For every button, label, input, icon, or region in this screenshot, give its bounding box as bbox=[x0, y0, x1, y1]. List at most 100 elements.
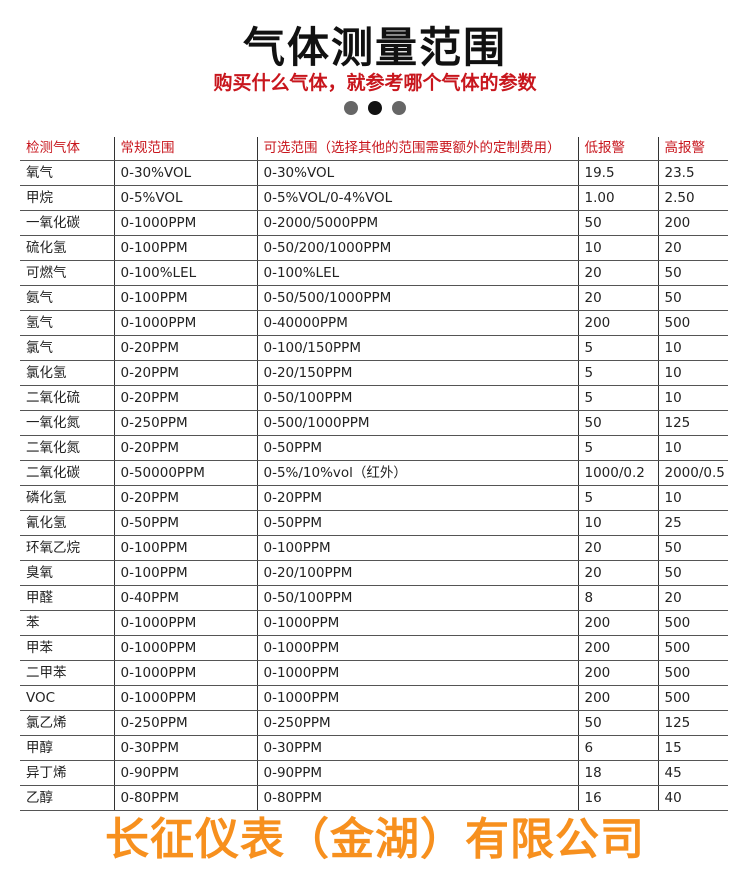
table-row: 甲醛 0-40PPM 0-50/100PPM 8 20 bbox=[20, 585, 728, 611]
cell-standard-range: 0-50000PPM bbox=[113, 460, 257, 486]
cell-low-alarm: 5 bbox=[577, 360, 658, 386]
cell-high-alarm: 500 bbox=[657, 660, 728, 686]
cell-optional-range: 0-100/150PPM bbox=[256, 335, 578, 361]
cell-optional-range: 0-50PPM bbox=[256, 435, 578, 461]
cell-optional-range: 0-80PPM bbox=[256, 785, 578, 811]
cell-gas: 氰化氢 bbox=[20, 510, 114, 536]
cell-high-alarm: 200 bbox=[657, 210, 728, 236]
cell-gas: 甲醛 bbox=[20, 585, 114, 611]
cell-standard-range: 0-250PPM bbox=[113, 410, 257, 436]
cell-gas: 氢气 bbox=[20, 310, 114, 336]
cell-low-alarm: 10 bbox=[577, 235, 658, 261]
cell-optional-range: 0-20/150PPM bbox=[256, 360, 578, 386]
cell-standard-range: 0-80PPM bbox=[113, 785, 257, 811]
table-row: 一氧化氮 0-250PPM 0-500/1000PPM 50 125 bbox=[20, 410, 728, 436]
page-title: 气体测量范围 bbox=[242, 23, 507, 72]
cell-standard-range: 0-100PPM bbox=[113, 285, 257, 311]
cell-optional-range: 0-100PPM bbox=[256, 535, 578, 561]
table-row: 二甲苯 0-1000PPM 0-1000PPM 200 500 bbox=[20, 660, 728, 686]
cell-gas: 氨气 bbox=[20, 285, 114, 311]
cell-low-alarm: 1.00 bbox=[577, 185, 658, 211]
table-row: 甲醇 0-30PPM 0-30PPM 6 15 bbox=[20, 735, 728, 761]
cell-gas: 乙醇 bbox=[20, 785, 114, 811]
table-row: 乙醇 0-80PPM 0-80PPM 16 40 bbox=[20, 785, 728, 811]
cell-standard-range: 0-1000PPM bbox=[113, 685, 257, 711]
cell-optional-range: 0-90PPM bbox=[256, 760, 578, 786]
cell-low-alarm: 20 bbox=[577, 535, 658, 561]
cell-low-alarm: 18 bbox=[577, 760, 658, 786]
carousel-dot-active[interactable] bbox=[368, 101, 382, 115]
cell-high-alarm: 50 bbox=[657, 260, 728, 286]
cell-optional-range: 0-50/100PPM bbox=[256, 385, 578, 411]
cell-gas: 甲苯 bbox=[20, 635, 114, 661]
cell-standard-range: 0-1000PPM bbox=[113, 610, 257, 636]
header-standard-range: 常规范围 bbox=[113, 137, 257, 161]
cell-low-alarm: 20 bbox=[577, 260, 658, 286]
cell-high-alarm: 125 bbox=[657, 410, 728, 436]
cell-optional-range: 0-1000PPM bbox=[256, 660, 578, 686]
cell-low-alarm: 5 bbox=[577, 435, 658, 461]
cell-low-alarm: 6 bbox=[577, 735, 658, 761]
table-row: 臭氧 0-100PPM 0-20/100PPM 20 50 bbox=[20, 560, 728, 586]
cell-high-alarm: 500 bbox=[657, 685, 728, 711]
cell-gas: 可燃气 bbox=[20, 260, 114, 286]
cell-optional-range: 0-50/100PPM bbox=[256, 585, 578, 611]
cell-optional-range: 0-30PPM bbox=[256, 735, 578, 761]
cell-standard-range: 0-1000PPM bbox=[113, 660, 257, 686]
cell-high-alarm: 50 bbox=[657, 285, 728, 311]
cell-low-alarm: 50 bbox=[577, 410, 658, 436]
header-high-alarm: 高报警 bbox=[657, 137, 728, 161]
header-gas: 检测气体 bbox=[20, 137, 114, 161]
carousel-dot[interactable] bbox=[392, 101, 406, 115]
cell-high-alarm: 125 bbox=[657, 710, 728, 736]
carousel-dot[interactable] bbox=[344, 101, 358, 115]
cell-optional-range: 0-1000PPM bbox=[256, 610, 578, 636]
cell-low-alarm: 200 bbox=[577, 635, 658, 661]
cell-low-alarm: 200 bbox=[577, 660, 658, 686]
cell-optional-range: 0-100%LEL bbox=[256, 260, 578, 286]
cell-gas: 异丁烯 bbox=[20, 760, 114, 786]
cell-high-alarm: 40 bbox=[657, 785, 728, 811]
cell-standard-range: 0-100%LEL bbox=[113, 260, 257, 286]
table-row: 二氧化硫 0-20PPM 0-50/100PPM 5 10 bbox=[20, 385, 728, 411]
cell-high-alarm: 20 bbox=[657, 235, 728, 261]
table-row: 二氧化氮 0-20PPM 0-50PPM 5 10 bbox=[20, 435, 728, 461]
cell-standard-range: 0-30PPM bbox=[113, 735, 257, 761]
table-row: 氯乙烯 0-250PPM 0-250PPM 50 125 bbox=[20, 710, 728, 736]
cell-optional-range: 0-20/100PPM bbox=[256, 560, 578, 586]
cell-low-alarm: 50 bbox=[577, 710, 658, 736]
cell-gas: 二氧化氮 bbox=[20, 435, 114, 461]
cell-high-alarm: 50 bbox=[657, 560, 728, 586]
cell-standard-range: 0-100PPM bbox=[113, 560, 257, 586]
cell-optional-range: 0-50/200/1000PPM bbox=[256, 235, 578, 261]
cell-optional-range: 0-1000PPM bbox=[256, 685, 578, 711]
cell-low-alarm: 200 bbox=[577, 685, 658, 711]
cell-gas: VOC bbox=[20, 685, 114, 711]
cell-optional-range: 0-2000/5000PPM bbox=[256, 210, 578, 236]
cell-optional-range: 0-5%/10%vol（红外） bbox=[256, 460, 578, 486]
table-row: 氯气 0-20PPM 0-100/150PPM 5 10 bbox=[20, 335, 728, 361]
cell-low-alarm: 50 bbox=[577, 210, 658, 236]
table-row: VOC 0-1000PPM 0-1000PPM 200 500 bbox=[20, 685, 728, 711]
table-header-row: 检测气体 常规范围 可选范围（选择其他的范围需要额外的定制费用） 低报警 高报警 bbox=[20, 137, 728, 161]
cell-high-alarm: 20 bbox=[657, 585, 728, 611]
cell-gas: 硫化氢 bbox=[20, 235, 114, 261]
cell-standard-range: 0-1000PPM bbox=[113, 310, 257, 336]
cell-low-alarm: 20 bbox=[577, 560, 658, 586]
cell-gas: 二甲苯 bbox=[20, 660, 114, 686]
cell-high-alarm: 10 bbox=[657, 435, 728, 461]
cell-high-alarm: 23.5 bbox=[657, 160, 728, 186]
cell-standard-range: 0-20PPM bbox=[113, 335, 257, 361]
cell-gas: 二氧化硫 bbox=[20, 385, 114, 411]
cell-optional-range: 0-40000PPM bbox=[256, 310, 578, 336]
table-row: 硫化氢 0-100PPM 0-50/200/1000PPM 10 20 bbox=[20, 235, 728, 261]
cell-optional-range: 0-500/1000PPM bbox=[256, 410, 578, 436]
cell-high-alarm: 2.50 bbox=[657, 185, 728, 211]
table-row: 一氧化碳 0-1000PPM 0-2000/5000PPM 50 200 bbox=[20, 210, 728, 236]
table-row: 氨气 0-100PPM 0-50/500/1000PPM 20 50 bbox=[20, 285, 728, 311]
cell-gas: 氯乙烯 bbox=[20, 710, 114, 736]
cell-standard-range: 0-100PPM bbox=[113, 535, 257, 561]
cell-high-alarm: 45 bbox=[657, 760, 728, 786]
cell-low-alarm: 16 bbox=[577, 785, 658, 811]
cell-gas: 二氧化碳 bbox=[20, 460, 114, 486]
